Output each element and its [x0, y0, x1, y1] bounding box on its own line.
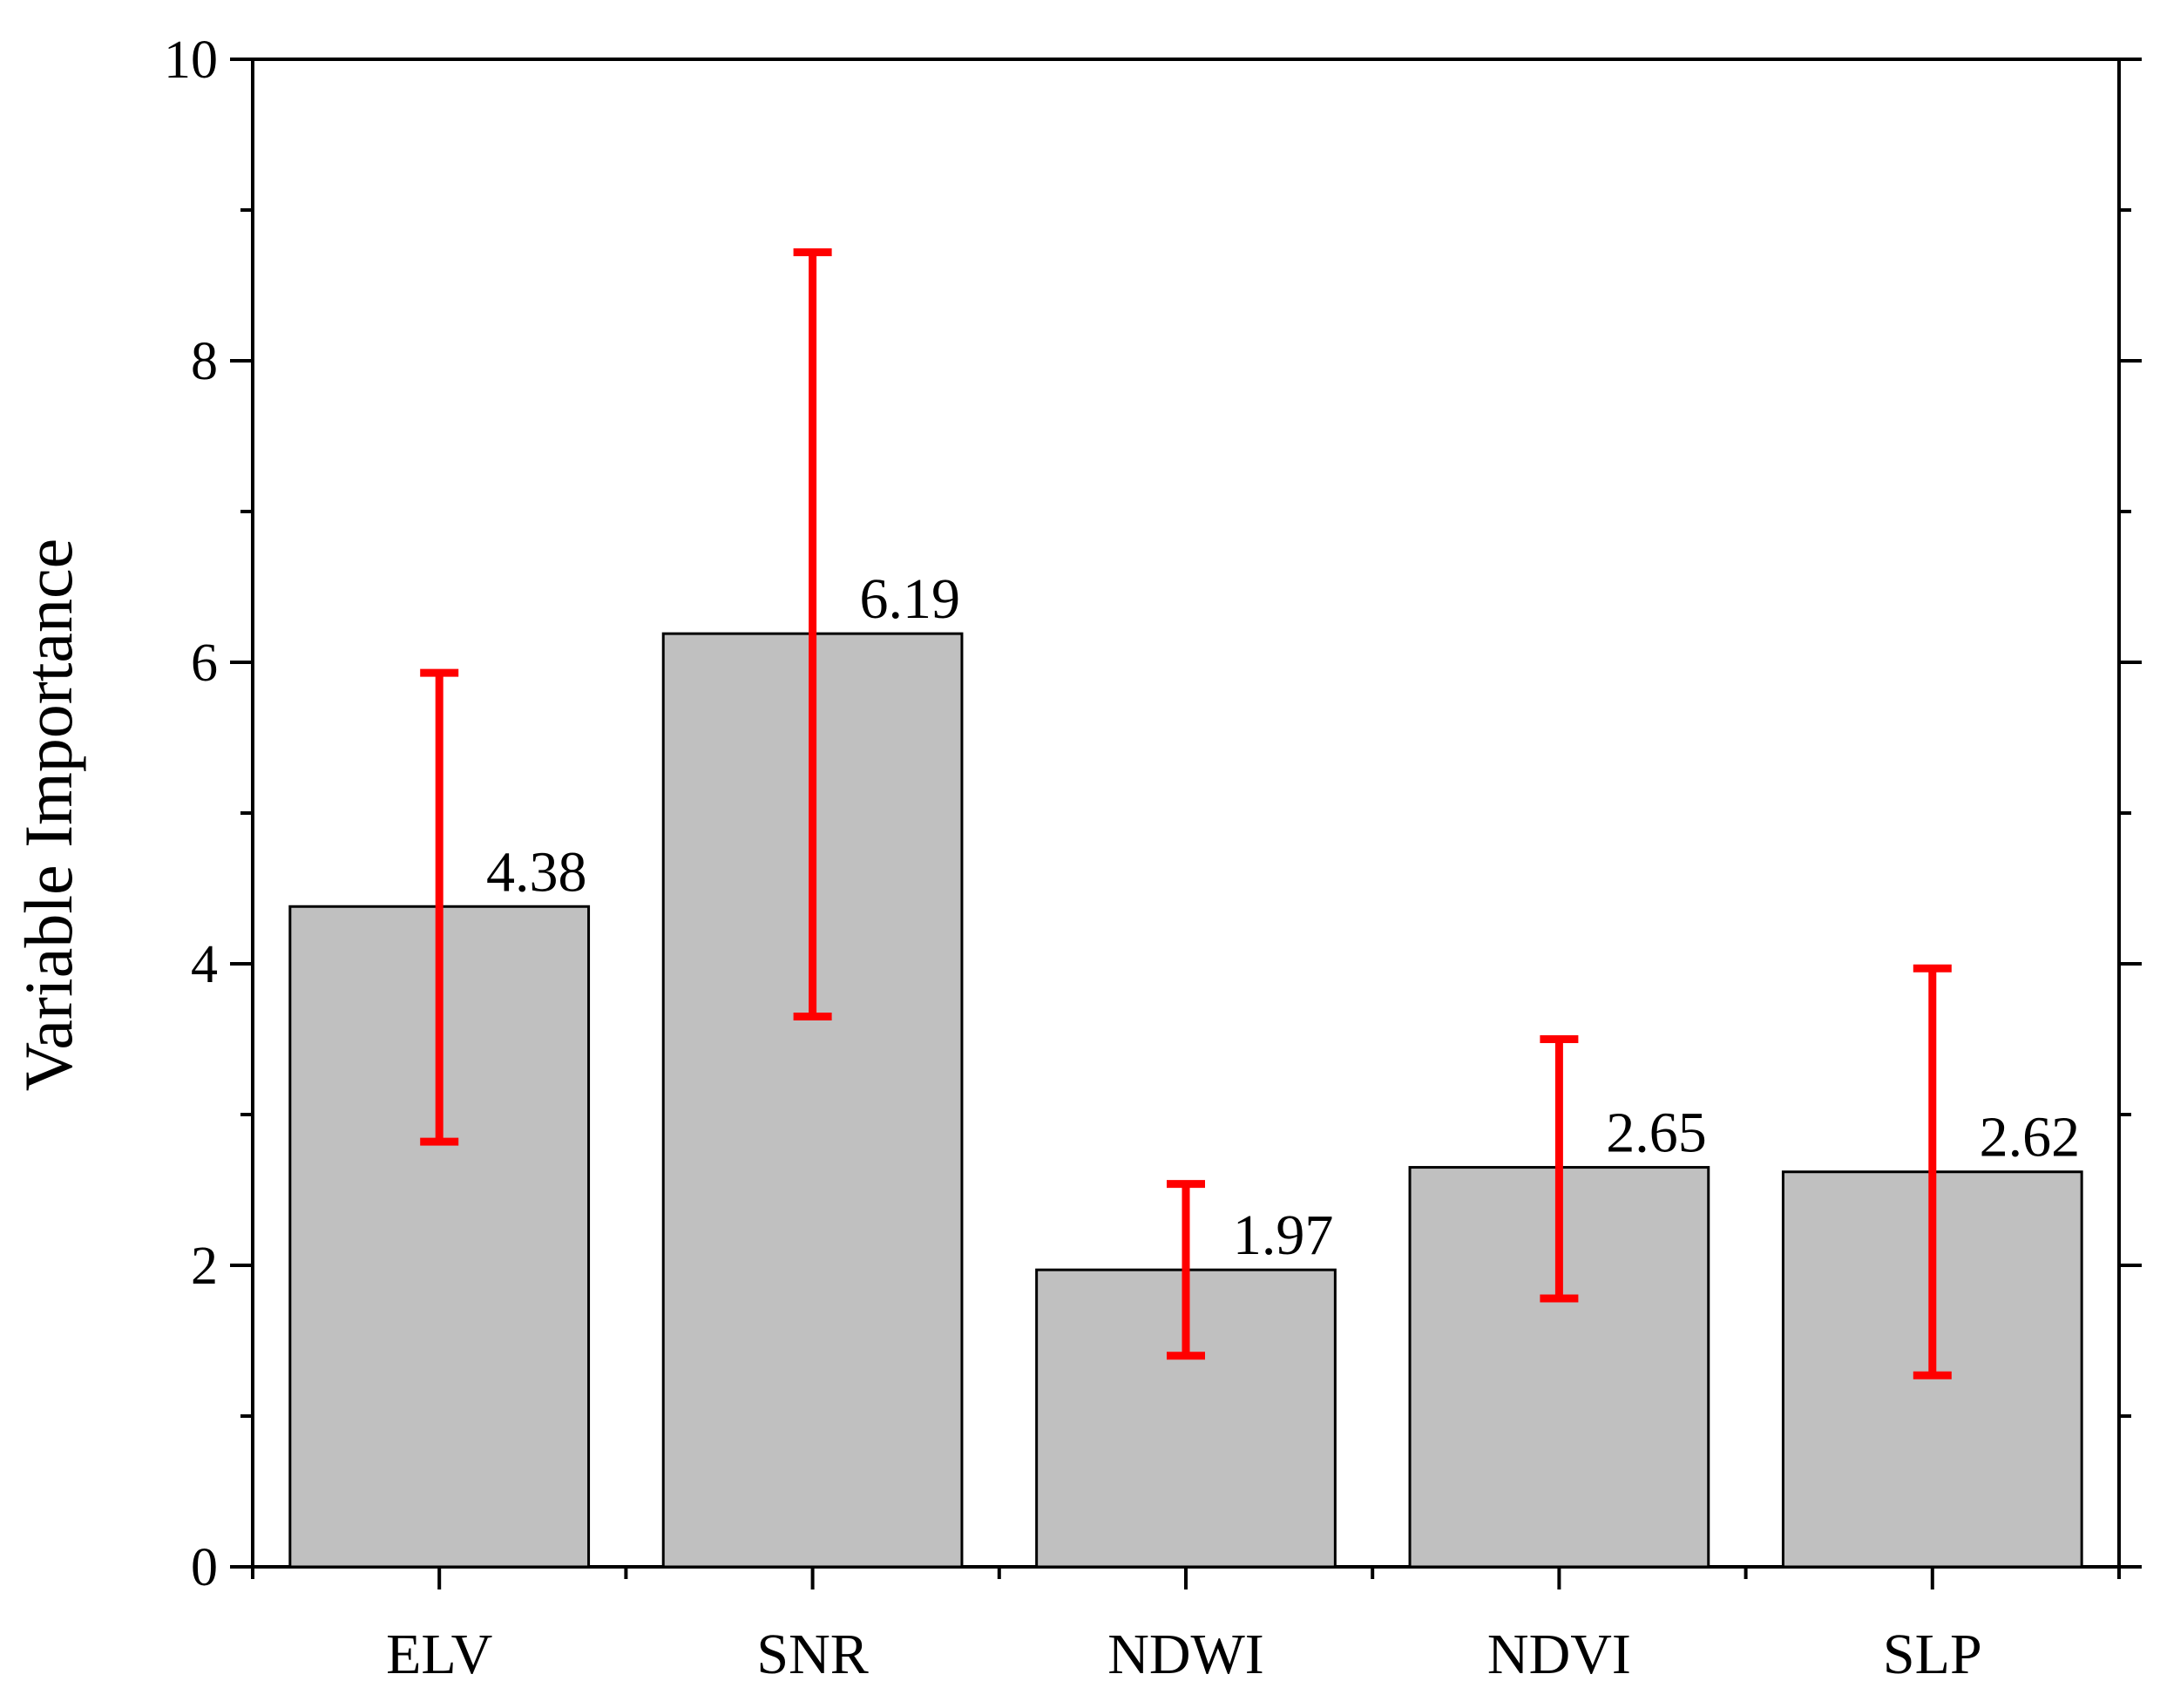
value-label-slp: 2.62	[1980, 1106, 2081, 1169]
value-label-elv: 4.38	[486, 840, 587, 904]
error-bar-ndvi	[1540, 1035, 1579, 1303]
error-bar-ndwi	[1167, 1180, 1205, 1360]
y-tick-label: 0	[191, 1538, 218, 1597]
y-tick-label: 2	[191, 1237, 218, 1296]
bars	[288, 632, 2083, 1569]
y-tick-label: 10	[164, 30, 218, 90]
error-bar-elv	[420, 668, 459, 1146]
y-tick-label: 8	[191, 332, 218, 391]
error-bar-snr	[793, 247, 832, 1021]
error-bars	[420, 247, 1952, 1379]
value-label-ndwi: 1.97	[1233, 1203, 1334, 1267]
value-label-ndvi: 2.65	[1606, 1101, 1707, 1165]
labels: 4.38 6.19 1.97 2.65 2.62 0 2 4 6 8 10 ELV SNR NDWI NDV…	[164, 30, 2080, 1686]
axis-ticks	[230, 58, 2142, 1589]
x-tick-label-slp: SLP	[1883, 1623, 1982, 1686]
x-tick-label-ndwi: NDWI	[1107, 1623, 1264, 1686]
y-axis-title: Variable Importance	[10, 539, 86, 1092]
y-tick-label: 6	[191, 634, 218, 693]
value-label-snr: 6.19	[859, 567, 960, 631]
y-tick-label: 4	[191, 935, 218, 994]
x-tick-label-snr: SNR	[756, 1623, 868, 1686]
x-tick-label-elv: ELV	[386, 1623, 492, 1686]
error-bar-slp	[1913, 964, 1952, 1379]
x-tick-label-ndvi: NDVI	[1487, 1623, 1631, 1686]
